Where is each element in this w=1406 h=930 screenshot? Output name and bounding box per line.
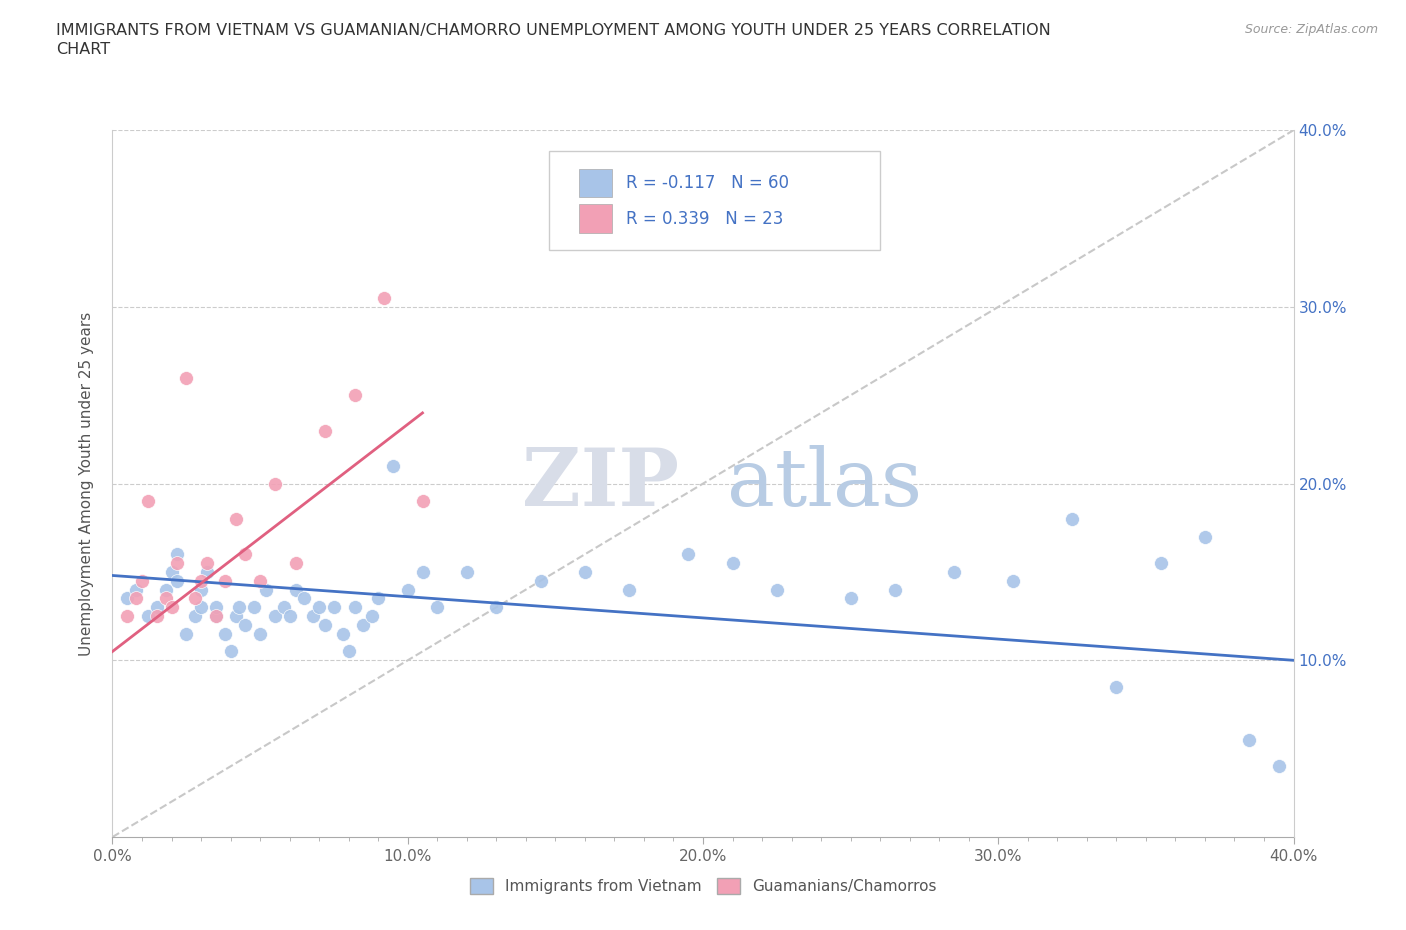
Point (382, 458, 405, 473)
Point (884, 582, 907, 597)
Point (205, 600, 228, 615)
Point (264, 609, 287, 624)
Point (228, 600, 250, 615)
Point (195, 565, 218, 579)
Point (1001, 573, 1024, 589)
Text: R = 0.339   N = 23: R = 0.339 N = 23 (626, 209, 783, 228)
Point (292, 591, 315, 606)
FancyBboxPatch shape (550, 152, 880, 250)
Point (456, 565, 478, 579)
Point (136, 609, 159, 624)
Point (190, 582, 212, 597)
Point (1105, 679, 1128, 694)
Point (426, 600, 449, 615)
Point (367, 591, 389, 606)
Point (249, 573, 271, 589)
Point (1239, 733, 1261, 748)
Point (155, 582, 177, 597)
Point (314, 618, 336, 632)
Text: CHART: CHART (56, 42, 110, 57)
Point (766, 582, 789, 597)
Point (131, 573, 153, 589)
Point (125, 591, 148, 606)
FancyBboxPatch shape (579, 169, 612, 197)
Point (205, 609, 228, 624)
Point (284, 556, 307, 571)
Point (249, 627, 271, 642)
Point (166, 573, 188, 589)
Point (678, 547, 700, 562)
Point (839, 591, 862, 606)
Point (155, 591, 177, 606)
Point (411, 565, 433, 579)
Point (174, 627, 197, 642)
Point (233, 547, 256, 562)
Point (396, 582, 419, 597)
Point (302, 609, 325, 624)
Point (308, 600, 330, 615)
Point (184, 591, 207, 606)
Point (166, 547, 188, 562)
Point (125, 582, 148, 597)
Point (574, 565, 596, 579)
Point (184, 609, 207, 624)
Point (314, 423, 336, 438)
Point (343, 388, 366, 403)
Point (160, 565, 183, 579)
Point (225, 512, 247, 526)
Point (160, 600, 183, 615)
Point (190, 600, 212, 615)
Point (1194, 529, 1216, 544)
Point (485, 600, 508, 615)
Legend: Immigrants from Vietnam, Guamanians/Chamorros: Immigrants from Vietnam, Guamanians/Cham… (464, 871, 942, 900)
Text: R = -0.117   N = 60: R = -0.117 N = 60 (626, 174, 789, 193)
Point (332, 627, 354, 642)
Point (1150, 556, 1173, 571)
Point (337, 644, 360, 659)
Text: IMMIGRANTS FROM VIETNAM VS GUAMANIAN/CHAMORRO UNEMPLOYMENT AMONG YOUTH UNDER 25 : IMMIGRANTS FROM VIETNAM VS GUAMANIAN/CHA… (56, 23, 1052, 38)
Point (352, 618, 374, 632)
Point (190, 573, 212, 589)
Point (264, 476, 287, 491)
Point (214, 627, 236, 642)
Point (273, 600, 295, 615)
Point (214, 573, 236, 589)
Point (942, 565, 965, 579)
Y-axis label: Unemployment Among Youth under 25 years: Unemployment Among Youth under 25 years (79, 312, 94, 656)
Point (117, 591, 138, 606)
Point (146, 600, 169, 615)
Point (411, 494, 433, 509)
Point (243, 600, 266, 615)
Point (219, 644, 242, 659)
Point (254, 582, 277, 597)
Point (205, 609, 228, 624)
Point (195, 556, 218, 571)
Point (117, 609, 138, 624)
Text: ZIP: ZIP (523, 445, 679, 523)
Point (343, 600, 366, 615)
Point (1062, 512, 1084, 526)
Point (278, 609, 301, 624)
Point (373, 291, 395, 306)
Point (323, 600, 346, 615)
Point (136, 494, 159, 509)
FancyBboxPatch shape (579, 205, 612, 232)
Point (146, 609, 169, 624)
Point (361, 609, 384, 624)
Point (529, 573, 551, 589)
Text: atlas: atlas (727, 445, 922, 523)
Point (233, 618, 256, 632)
Point (174, 370, 197, 385)
Point (284, 582, 307, 597)
Point (721, 556, 744, 571)
Point (225, 609, 247, 624)
Text: Source: ZipAtlas.com: Source: ZipAtlas.com (1244, 23, 1378, 36)
Point (619, 582, 641, 597)
Point (166, 556, 188, 571)
Point (1268, 759, 1291, 774)
